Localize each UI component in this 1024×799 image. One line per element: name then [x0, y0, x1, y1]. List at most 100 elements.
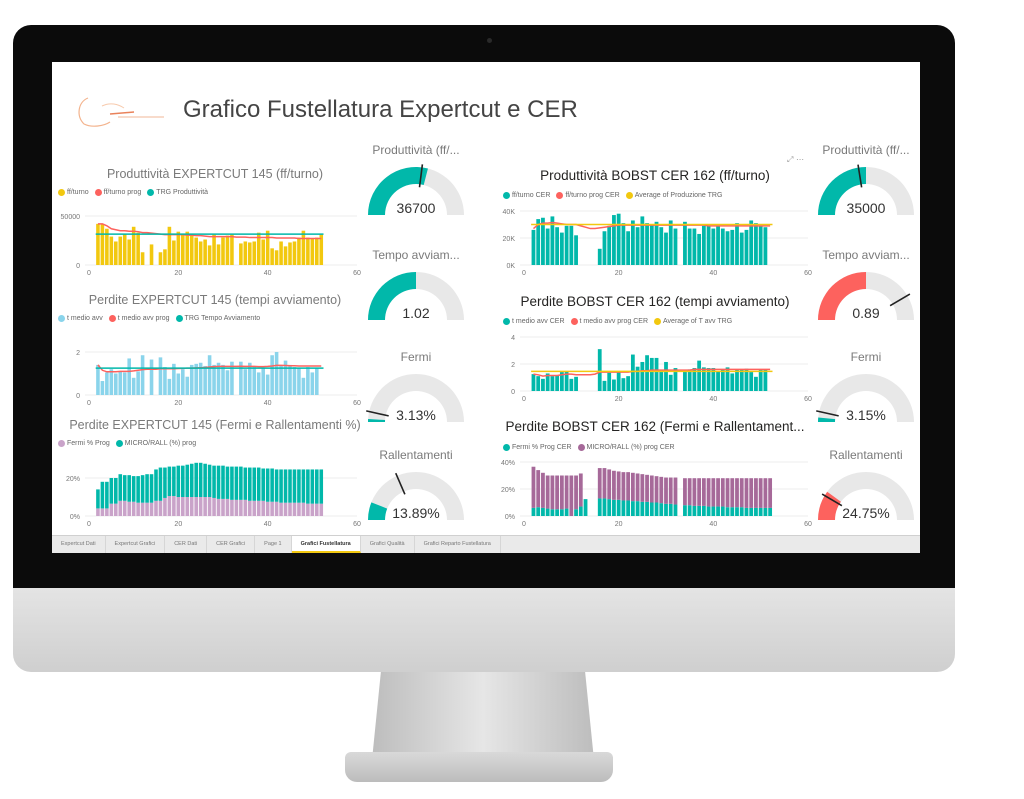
gauge-fill — [368, 418, 386, 422]
gauge-title: Tempo avviam... — [372, 248, 460, 262]
legend-item-average-of-t-avv-trg[interactable]: Average of T avv TRG — [654, 318, 732, 325]
chart-legend: t medio avv t medio avv prog TRG Tempo Avv… — [58, 315, 260, 322]
gauge-title: Fermi — [400, 350, 432, 364]
gauge-title: Tempo avviam... — [822, 248, 910, 262]
gauge-value: 36700 — [396, 200, 436, 216]
legend-dot-icon — [503, 192, 510, 199]
gauge-target-marker — [889, 293, 911, 307]
tab-grafici-qualit[interactable]: Grafici Qualità — [361, 536, 415, 553]
gauge-target-marker — [395, 472, 406, 495]
gauge-right-0[interactable] — [811, 160, 921, 220]
chart-title: Perdite EXPERTCUT 145 (tempi avviamento) — [88, 293, 342, 307]
gauge-fill — [818, 167, 866, 215]
tab-page-1[interactable]: Page 1 — [255, 536, 292, 553]
legend-label: Fermi % Prog — [67, 440, 110, 447]
legend-item-average-of-produzione-trg[interactable]: Average of Produzione TRG — [625, 192, 723, 199]
gauge-target-marker — [366, 410, 389, 417]
page-tabs: Expertcut Dati Expertcut Grafici CER Dati C… — [52, 535, 920, 553]
chart-legend: Fermi % Prog MICRO/RALL (%) prog — [58, 440, 196, 447]
gauge-left-3[interactable] — [361, 465, 471, 525]
legend-item-t-medio-avv-prog-cer[interactable]: t medio avv prog CER — [570, 318, 649, 325]
gauge-track — [818, 472, 914, 520]
legend-item-ff-turno-cer[interactable]: ff/turno CER — [503, 192, 550, 199]
gauge-title: Produttività (ff/... — [822, 143, 910, 157]
gauge-fill — [818, 417, 836, 422]
gauge-value: 0.89 — [852, 305, 880, 321]
focus-mode-icon[interactable]: ⤢ — [787, 155, 794, 164]
tab-expertcut-grafici[interactable]: Expertcut Grafici — [106, 536, 166, 553]
gauge-left-0[interactable] — [361, 160, 471, 220]
legend-dot-icon — [58, 189, 65, 196]
visual-header: ⤢ ⋯ — [787, 155, 804, 165]
page-title: Grafico Fustellatura Expertcut e CER — [183, 96, 578, 123]
gauge-track — [368, 374, 464, 422]
tab-cer-dati[interactable]: CER Dati — [165, 536, 208, 553]
legend-dot-icon — [58, 315, 65, 322]
gauge-target-marker — [857, 164, 863, 188]
chart-title: Produttività EXPERTCUT 145 (ff/turno) — [106, 167, 324, 181]
company-logo — [78, 97, 164, 127]
gauge-track — [818, 374, 914, 422]
gauge-value: 1.02 — [402, 305, 430, 321]
legend-label: ff/turno — [67, 189, 89, 196]
gauge-value: 3.15% — [846, 407, 886, 423]
gauge-value: 35000 — [846, 200, 886, 216]
legend-dot-icon — [556, 192, 564, 199]
gauge-fill — [368, 272, 416, 320]
chart-title: Perdite BOBST CER 162 (tempi avviamento) — [520, 294, 790, 309]
chart-legend: t medio avv CER t medio avv prog CER Avera… — [503, 318, 732, 325]
legend-label: t medio avv — [67, 315, 103, 322]
legend-item-ff-turno-prog[interactable]: ff/turno prog — [94, 189, 141, 196]
camera-icon — [487, 38, 492, 43]
legend-dot-icon — [570, 318, 578, 325]
gauge-title: Rallentamenti — [829, 448, 903, 462]
monitor-stand — [372, 672, 594, 760]
legend-item-ff-turno-prog-cer[interactable]: ff/turno prog CER — [556, 192, 620, 199]
legend-label: TRG Produttività — [156, 189, 209, 196]
legend-label: Average of Produzione TRG — [634, 192, 723, 199]
legend-dot-icon — [625, 192, 633, 199]
legend-item-trg-produttivit[interactable]: TRG Produttività — [147, 189, 208, 196]
gauge-value: 24.75% — [842, 505, 890, 521]
legend-label: MICRO/RALL (%) prog CER — [586, 444, 675, 451]
legend-item-t-medio-avv-prog[interactable]: t medio avv prog — [108, 315, 170, 322]
legend-label: t medio avv prog CER — [579, 318, 649, 325]
legend-label: ff/turno prog CER — [565, 192, 620, 199]
legend-dot-icon — [503, 444, 510, 451]
gauge-left-2[interactable] — [361, 367, 471, 427]
legend-dot-icon — [147, 189, 155, 196]
legend-item-fermi-prog[interactable]: Fermi % Prog — [58, 440, 110, 447]
legend-dot-icon — [115, 440, 123, 447]
gauge-right-2[interactable] — [811, 367, 921, 427]
gauge-target-marker — [821, 493, 843, 507]
tab-grafici-fustellatura[interactable]: Grafici Fustellatura — [291, 536, 361, 553]
tab-grafici-reparto-fustellatura[interactable]: Grafici Reparto Fustellatura — [415, 536, 501, 553]
legend-item-micro-rall-prog-cer[interactable]: MICRO/RALL (%) prog CER — [577, 444, 675, 451]
gauge-track — [368, 472, 464, 520]
legend-label: Average of T avv TRG — [663, 318, 733, 325]
legend-item-fermi-prog-cer[interactable]: Fermi % Prog CER — [503, 444, 572, 451]
gauge-title: Fermi — [850, 350, 882, 364]
tab-cer-grafici[interactable]: CER Grafici — [207, 536, 256, 553]
legend-item-micro-rall-prog[interactable]: MICRO/RALL (%) prog — [115, 440, 196, 447]
legend-item-t-medio-avv[interactable]: t medio avv — [58, 315, 103, 322]
legend-dot-icon — [94, 189, 102, 196]
legend-item-t-medio-avv-cer[interactable]: t medio avv CER — [503, 318, 565, 325]
legend-item-ff-turno[interactable]: ff/turno — [58, 189, 89, 196]
legend-dot-icon — [503, 318, 510, 325]
gauge-fill — [818, 272, 866, 320]
more-options-icon[interactable]: ⋯ — [795, 155, 804, 164]
monitor-base — [345, 752, 613, 782]
legend-item-trg-tempo-avviamento[interactable]: TRG Tempo Avviamento — [175, 315, 260, 322]
tab-expertcut-dati[interactable]: Expertcut Dati — [52, 536, 106, 553]
gauge-fill — [818, 491, 841, 520]
gauge-right-3[interactable] — [811, 465, 921, 525]
gauge-left-1[interactable] — [361, 265, 471, 325]
legend-label: t medio avv prog — [117, 315, 170, 322]
legend-dot-icon — [108, 315, 116, 322]
gauge-fill — [368, 167, 428, 215]
gauge-right-1[interactable] — [811, 265, 921, 325]
legend-dot-icon — [175, 315, 183, 322]
monitor-chin — [13, 588, 955, 672]
chart-legend: ff/turno ff/turno prog TRG Produttività — [58, 189, 208, 196]
